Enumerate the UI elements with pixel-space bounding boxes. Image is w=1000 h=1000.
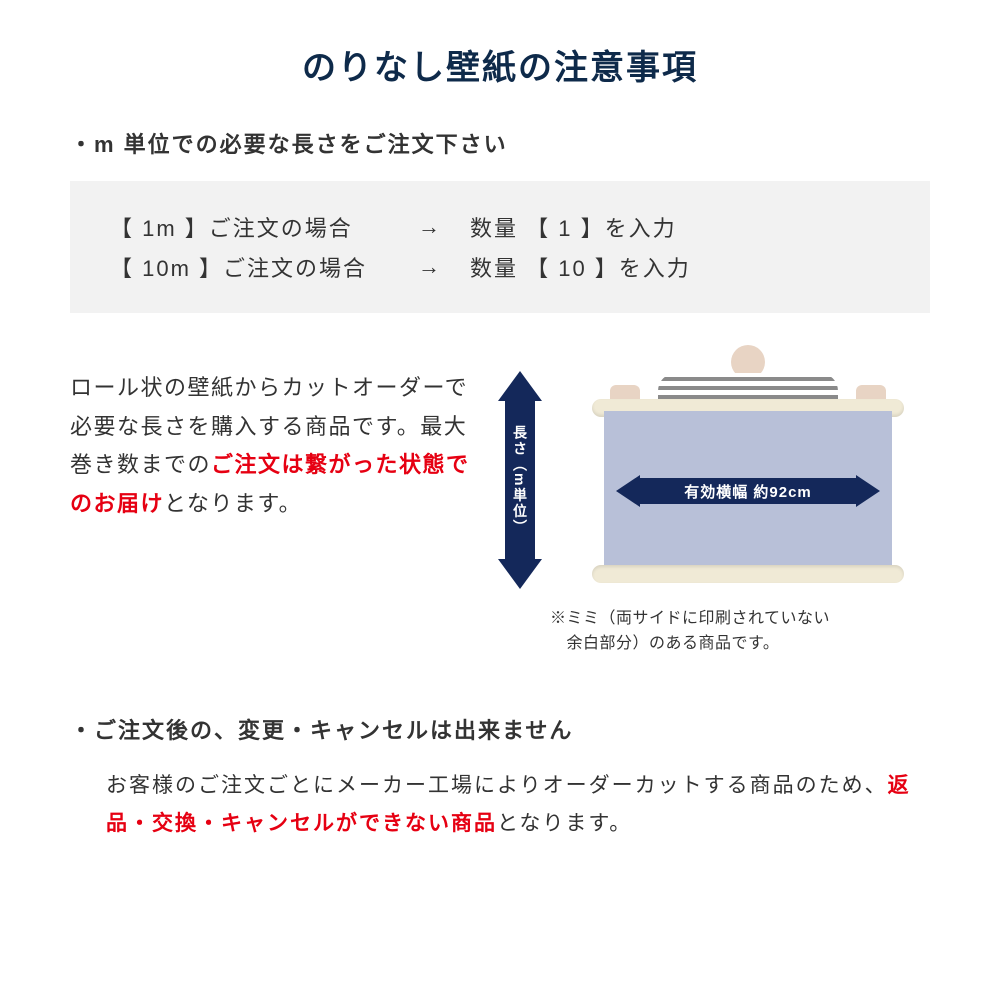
width-label: 有効横幅 約92cm bbox=[684, 481, 812, 502]
vertical-arrow-icon: 長さ（m単位） bbox=[498, 371, 542, 589]
arrow-icon: → bbox=[390, 214, 470, 240]
example-right: 数量 【 1 】を入力 bbox=[470, 211, 890, 243]
example-left: 【 10m 】ご注文の場合 bbox=[110, 251, 390, 283]
body2-a: お客様のご注文ごとにメーカー工場によりオーダーカットする商品のため、 bbox=[106, 774, 888, 797]
body2-b: となります。 bbox=[497, 812, 632, 835]
roll-bottom-icon bbox=[592, 565, 904, 583]
table-row: 【 1m 】ご注文の場合 → 数量 【 1 】を入力 bbox=[110, 211, 890, 243]
wallpaper-sheet: 有効横幅 約92cm bbox=[604, 411, 892, 571]
quantity-example-box: 【 1m 】ご注文の場合 → 数量 【 1 】を入力 【 10m 】ご注文の場合… bbox=[70, 181, 930, 313]
horizontal-bar: 有効横幅 約92cm bbox=[640, 478, 857, 504]
size-diagram: 長さ（m単位） 有効横幅 約92cm bbox=[470, 349, 930, 629]
example-left: 【 1m 】ご注文の場合 bbox=[110, 211, 390, 243]
arrow-icon: → bbox=[390, 254, 470, 280]
length-label: 長さ（m単位） bbox=[510, 425, 530, 535]
bullet-order-unit: ・m 単位での必要な長さをご注文下さい bbox=[70, 127, 930, 159]
triangle-right-icon bbox=[856, 475, 880, 507]
page-title: のりなし壁紙の注意事項 bbox=[70, 40, 930, 89]
mimi-footnote: ※ミミ（両サイドに印刷されていない 余白部分）のある商品です。 bbox=[550, 607, 930, 657]
desc-part-b: となります。 bbox=[164, 491, 302, 516]
no-cancel-description: お客様のご注文ごとにメーカー工場によりオーダーカットする商品のため、返品・交換・… bbox=[70, 767, 930, 843]
triangle-up-icon bbox=[498, 371, 542, 401]
mimi-line2: 余白部分）のある商品です。 bbox=[550, 635, 779, 652]
triangle-down-icon bbox=[498, 559, 542, 589]
example-right: 数量 【 10 】を入力 bbox=[470, 251, 890, 283]
bullet-no-cancel: ・ご注文後の、変更・キャンセルは出来ません bbox=[70, 713, 930, 745]
horizontal-arrow-icon: 有効横幅 約92cm bbox=[616, 475, 881, 507]
mimi-line1: ※ミミ（両サイドに印刷されていない bbox=[550, 610, 830, 627]
roll-description: ロール状の壁紙からカットオーダーで必要な長さを購入する商品です。最大巻き数までの… bbox=[70, 349, 470, 523]
triangle-left-icon bbox=[616, 475, 640, 507]
vertical-bar: 長さ（m単位） bbox=[505, 401, 535, 559]
table-row: 【 10m 】ご注文の場合 → 数量 【 10 】を入力 bbox=[110, 251, 890, 283]
person-holding-roll-illustration: 有効横幅 約92cm bbox=[588, 349, 908, 609]
